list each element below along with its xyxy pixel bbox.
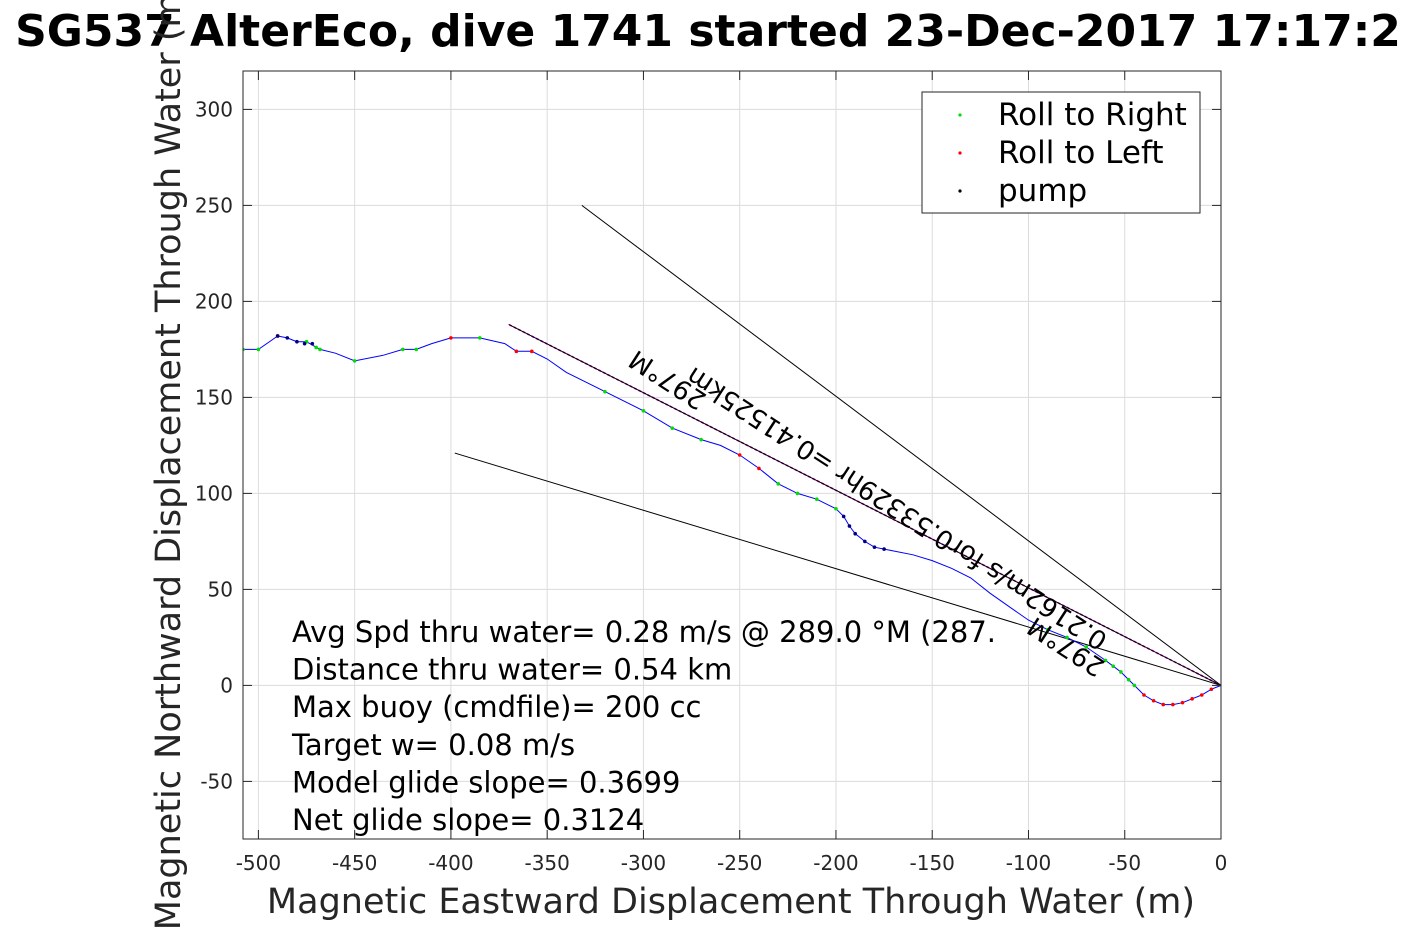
- roll-right-point: [603, 389, 607, 394]
- legend-label-roll-left: Roll to Left: [998, 135, 1164, 171]
- pump-point: [841, 514, 846, 519]
- roll-left-point: [529, 349, 534, 354]
- legend-marker-pump: [958, 189, 962, 193]
- x-tick-label: -100: [1006, 851, 1051, 875]
- roll-right-point: [318, 347, 322, 352]
- stats-line: Distance thru water= 0.54 km: [292, 653, 732, 687]
- y-tick-label: 150: [195, 385, 233, 409]
- x-tick-label: -250: [717, 851, 762, 875]
- roll-right-point: [477, 336, 482, 340]
- legend-marker-roll-right: [958, 113, 962, 117]
- pump-point: [847, 524, 852, 528]
- legend-label-roll-right: Roll to Right: [998, 97, 1187, 133]
- roll-right-point: [1103, 658, 1108, 663]
- legend-label-pump: pump: [998, 173, 1087, 209]
- roll-left-point: [1161, 702, 1166, 707]
- roll-right-point: [776, 482, 781, 486]
- stats-line: Model glide slope= 0.3699: [292, 765, 680, 799]
- y-tick-label: 50: [208, 577, 233, 601]
- reference-line: [454, 452, 1221, 686]
- stats-line: Avg Spd thru water= 0.28 m/s @ 289.0 °M …: [292, 615, 996, 649]
- legend: Roll to Right Roll to Left pump: [921, 91, 1201, 214]
- roll-left-point: [514, 349, 519, 354]
- pump-point: [285, 336, 290, 340]
- roll-left-point: [1190, 697, 1194, 701]
- pump-point: [275, 334, 280, 338]
- y-tick-label: 200: [195, 289, 233, 313]
- legend-box: [921, 91, 1201, 214]
- pump-point: [872, 545, 877, 549]
- pump-point: [295, 339, 299, 344]
- x-tick-label: -400: [428, 851, 473, 875]
- roll-right-point: [1119, 670, 1123, 674]
- x-tick-label: -350: [524, 851, 569, 875]
- roll-left-point: [737, 453, 742, 457]
- pump-point: [853, 531, 858, 536]
- roll-right-point: [1045, 627, 1050, 632]
- roll-right-point: [352, 359, 357, 363]
- roll-right-point: [641, 409, 646, 413]
- roll-right-point: [1132, 683, 1137, 688]
- x-tick-label: -150: [910, 851, 955, 875]
- roll-left-point: [1151, 698, 1156, 703]
- roll-right-point: [699, 437, 703, 442]
- ticks: -500 -450 -400 -350 -300 -250 -200 -150 -100 -50 0…: [195, 71, 1228, 875]
- y-tick-label: 250: [195, 193, 233, 217]
- y-tick-label: 100: [195, 481, 233, 505]
- x-tick-label: -450: [332, 851, 377, 875]
- stats-line: Net glide slope= 0.3124: [292, 803, 644, 837]
- pump-point: [302, 341, 307, 346]
- pump-point: [310, 341, 315, 346]
- reference-line: [508, 323, 1221, 686]
- chart-title: SG537 AlterEco, dive 1741 started 23-Dec…: [15, 6, 1401, 57]
- stats-text: Avg Spd thru water= 0.28 m/s @ 289.0 °M …: [291, 615, 996, 837]
- roll-right-point: [670, 426, 675, 430]
- roll-right-point: [834, 506, 838, 511]
- roll-right-point: [814, 497, 819, 501]
- y-axis-label: Magnetic Northward Displacement Through …: [149, 0, 189, 930]
- y-tick-label: 0: [220, 673, 233, 697]
- pump-point: [863, 539, 867, 544]
- roll-left-point: [1171, 702, 1175, 707]
- roll-right-point: [314, 345, 318, 350]
- stats-line: Target w= 0.08 m/s: [291, 728, 575, 762]
- roll-left-point: [449, 336, 453, 340]
- y-tick-label: -50: [200, 769, 233, 793]
- x-tick-label: -200: [813, 851, 858, 875]
- roll-left-point: [1209, 687, 1214, 692]
- roll-right-point: [795, 491, 800, 496]
- roll-right-point: [256, 347, 261, 352]
- data-layer: [243, 205, 1221, 707]
- reference-line: [581, 205, 1221, 686]
- roll-right-point: [1084, 645, 1089, 649]
- roll-left-point: [1142, 693, 1146, 697]
- pump-point: [882, 547, 886, 551]
- roll-right-point: [400, 347, 405, 352]
- axes-box: [242, 70, 1222, 840]
- x-axis-label: Magnetic Eastward Displacement Through W…: [267, 882, 1195, 922]
- x-tick-label: -300: [621, 851, 666, 875]
- y-tick-label: 300: [195, 97, 233, 121]
- roll-right-point: [1111, 664, 1115, 668]
- legend-marker-roll-left: [958, 151, 962, 155]
- stats-line: Max buoy (cmdfile)= 200 cc: [292, 690, 701, 724]
- x-tick-label: -500: [236, 851, 281, 875]
- x-tick-label: 0: [1215, 851, 1228, 875]
- x-tick-label: -50: [1108, 851, 1141, 875]
- roll-left-point: [1180, 700, 1185, 705]
- roll-right-point: [1126, 677, 1131, 682]
- roll-right-point: [1065, 635, 1069, 640]
- roll-right-point: [414, 347, 419, 352]
- track-line: [243, 335, 1221, 706]
- roll-left-point: [757, 466, 761, 471]
- roll-left-point: [1199, 693, 1204, 697]
